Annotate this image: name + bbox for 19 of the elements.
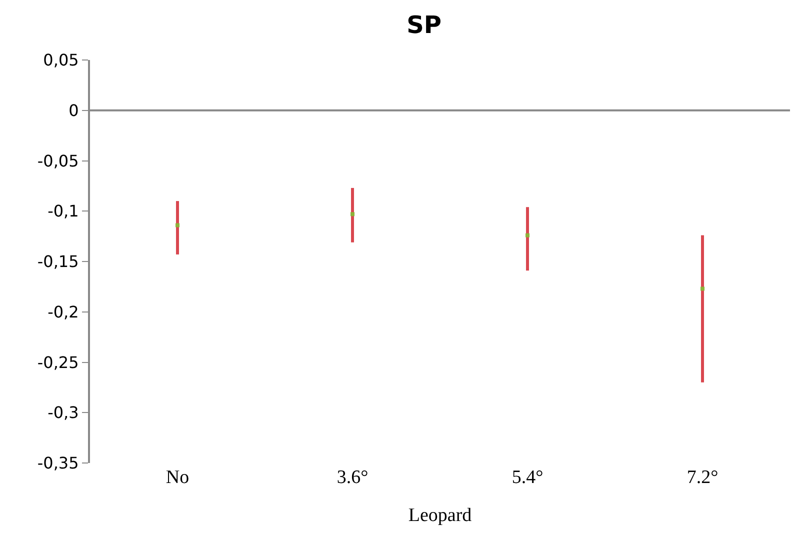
y-tick-label: 0,05 (43, 50, 79, 70)
point (176, 223, 180, 228)
point (350, 212, 354, 216)
point (700, 286, 704, 291)
y-tick-label: -0,15 (37, 252, 79, 272)
x-axis-title: Leopard (408, 504, 472, 526)
y-tick-label: -0,2 (48, 302, 79, 322)
x-tick-label: 7.2° (686, 467, 718, 488)
x-tick-label: 5.4° (512, 467, 544, 488)
y-tick-label: -0,3 (48, 403, 79, 422)
y-tick-label: -0,25 (37, 352, 79, 372)
y-tick-label: -0,35 (37, 454, 79, 473)
y-tick-label: 0 (68, 100, 79, 120)
y-tick-label: -0,1 (48, 202, 79, 221)
chart-title: SP (406, 10, 442, 39)
y-tick-label: -0,05 (37, 151, 79, 170)
point (526, 233, 530, 238)
x-tick-label: No (166, 467, 190, 488)
x-tick-label: 3.6° (336, 467, 368, 488)
